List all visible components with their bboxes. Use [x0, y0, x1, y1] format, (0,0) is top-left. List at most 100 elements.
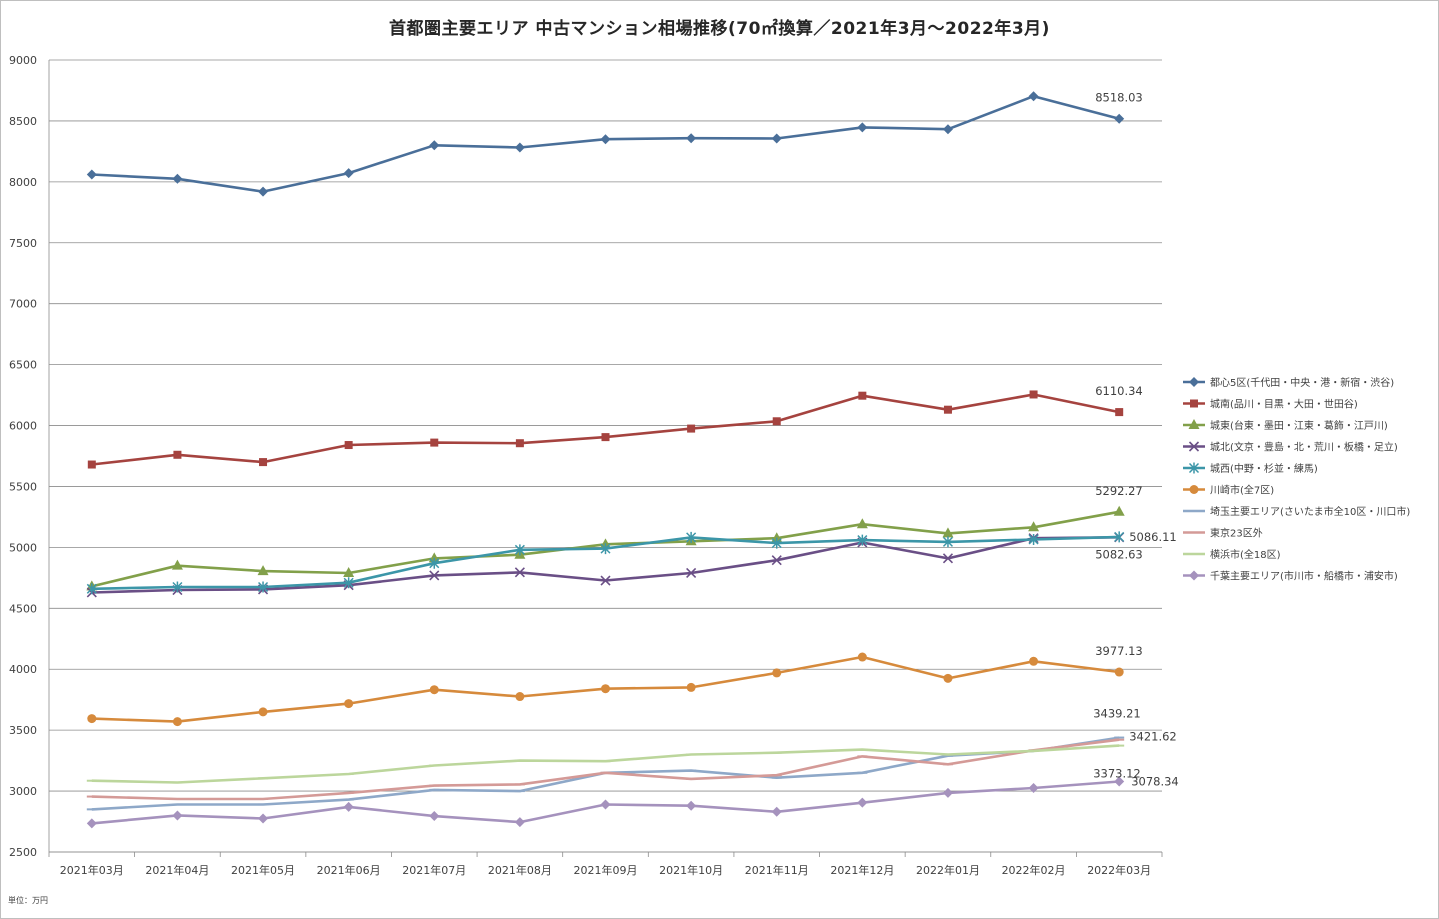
data-point — [1029, 656, 1039, 666]
data-point — [1189, 377, 1199, 387]
data-point — [1114, 113, 1125, 124]
data-labels: 8518.03 6110.34 5292.27 5082.63 5086.11 3977.… — [1093, 91, 1179, 789]
series-1 — [86, 91, 1125, 197]
x-tick-label: 2022年01月 — [916, 863, 980, 877]
data-label: 3421.62 — [1129, 730, 1177, 744]
data-point — [1028, 783, 1039, 794]
y-tick-label: 3000 — [9, 785, 37, 798]
data-point — [515, 692, 525, 702]
y-tick-label: 5500 — [9, 480, 37, 493]
data-label: 5292.27 — [1095, 484, 1143, 498]
data-point — [1188, 419, 1200, 429]
axes: 2500 3000 3500 4000 4500 5000 5500 6000 6500 7000… — [9, 54, 1163, 877]
x-tick-label: 2021年07月 — [402, 863, 466, 877]
data-point — [86, 818, 97, 829]
data-point — [514, 817, 525, 828]
data-label: 3977.13 — [1095, 644, 1143, 658]
data-point — [686, 682, 696, 692]
chart-title: 首都圏主要エリア 中古マンション相場推移(70㎡換算／2021年3月～2022年… — [389, 19, 1050, 39]
x-tick-label: 2021年11月 — [745, 863, 809, 877]
data-point — [858, 391, 867, 400]
data-point — [771, 537, 782, 549]
data-point — [686, 133, 697, 144]
legend-entry: 千葉主要エリア(市川市・船橋市・浦安市) — [1183, 570, 1398, 583]
data-label: 5086.11 — [1129, 530, 1177, 544]
y-tick-label: 4500 — [9, 602, 37, 615]
data-point — [601, 684, 610, 694]
series-9 — [86, 744, 1125, 784]
legend-label: 埼玉主要エリア(さいたま市全10区・川口市) — [1210, 505, 1410, 518]
data-point — [771, 806, 782, 817]
data-label: 8518.03 — [1095, 91, 1143, 105]
x-tick-label: 2021年12月 — [830, 863, 894, 877]
data-point — [772, 417, 781, 426]
legend-label: 城東(台東・墨田・江東・葛飾・江戸川) — [1210, 419, 1388, 432]
y-tick-label: 9000 — [9, 54, 37, 67]
x-tick-label: 2021年10月 — [659, 863, 723, 877]
legend-label: 川崎市(全7区) — [1210, 484, 1274, 497]
y-tick-label: 6000 — [9, 420, 37, 433]
legend-label: 城南(品川・目黒・大田・世田谷) — [1210, 398, 1358, 411]
series-line — [91, 738, 1120, 801]
data-point — [857, 797, 868, 808]
data-point — [857, 534, 868, 546]
data-point — [600, 575, 611, 586]
x-tick-label: 2021年04月 — [145, 863, 209, 877]
data-point — [258, 813, 269, 824]
data-point — [771, 133, 782, 144]
data-point — [87, 460, 96, 469]
data-point — [514, 142, 525, 153]
series-10 — [86, 776, 1125, 829]
x-tick-label: 2021年06月 — [317, 863, 381, 877]
data-point — [942, 787, 953, 798]
gridlines — [49, 59, 1162, 853]
series-2 — [87, 390, 1124, 469]
data-point — [686, 531, 697, 543]
data-point — [258, 186, 269, 197]
data-point — [1114, 776, 1125, 787]
data-point — [344, 699, 354, 709]
data-point — [430, 438, 439, 447]
y-tick-label: 3500 — [9, 724, 37, 737]
data-point — [514, 567, 525, 578]
data-point — [1113, 505, 1125, 516]
data-point — [856, 518, 868, 529]
data-point — [1189, 570, 1199, 581]
legend-label: 横浜市(全18区) — [1210, 548, 1281, 561]
legend-entry: 城北(文京・豊島・北・荒川・板橋・足立) — [1183, 441, 1398, 454]
data-point — [87, 714, 97, 724]
data-label: 5082.63 — [1095, 547, 1143, 561]
x-tick-label: 2022年03月 — [1087, 863, 1151, 877]
data-point — [1114, 531, 1125, 543]
data-point — [942, 124, 953, 135]
data-label: 3439.21 — [1093, 707, 1141, 721]
legend-entry: 埼玉主要エリア(さいたま市全10区・川口市) — [1183, 505, 1410, 518]
data-label: 3078.34 — [1131, 775, 1179, 789]
data-point — [857, 652, 867, 662]
data-point — [1190, 399, 1198, 408]
data-point — [343, 168, 354, 179]
data-point — [86, 583, 97, 595]
legend-entry: 横浜市(全18区) — [1183, 548, 1281, 561]
data-point — [600, 134, 611, 145]
data-point — [86, 169, 97, 180]
data-point — [429, 685, 439, 695]
data-point — [772, 668, 782, 678]
y-tick-label: 7500 — [9, 237, 37, 250]
data-point — [344, 441, 353, 450]
series-6 — [87, 652, 1124, 727]
y-tick-label: 7000 — [9, 298, 37, 311]
legend-entry: 川崎市(全7区) — [1183, 484, 1274, 497]
data-label: 6110.34 — [1095, 384, 1143, 398]
data-point — [259, 458, 268, 467]
series — [86, 91, 1125, 829]
data-point — [943, 405, 952, 414]
data-point — [258, 707, 268, 717]
data-label: 3373.12 — [1093, 767, 1141, 781]
data-point — [1028, 521, 1040, 532]
legend-label: 城西(中野・杉並・練馬) — [1210, 462, 1318, 475]
x-tick-label: 2021年08月 — [488, 863, 552, 877]
data-point — [1189, 485, 1199, 494]
data-point — [343, 801, 354, 812]
data-point — [258, 581, 269, 593]
